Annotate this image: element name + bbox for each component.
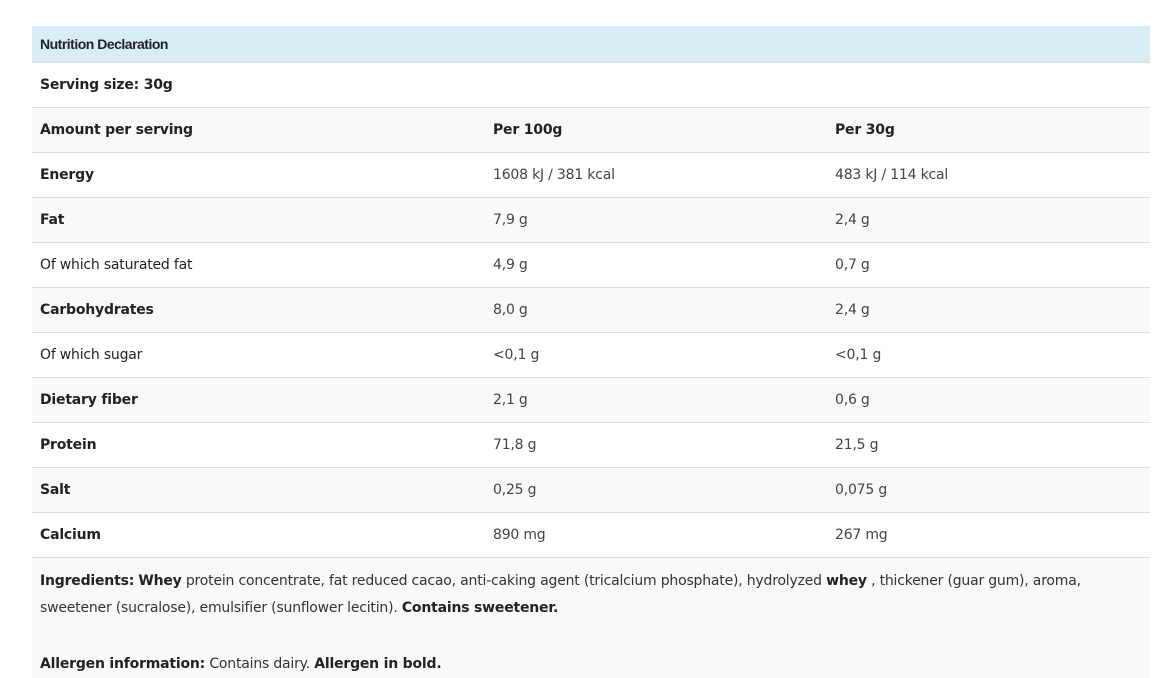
ingredients-part: , thickener (guar gum), aroma, sweetener… bbox=[40, 573, 1081, 616]
table-row: Of which saturated fat 4,9 g 0,7 g bbox=[32, 242, 1150, 288]
nutrient-name: Calcium bbox=[32, 512, 485, 558]
value-per100: 71,8 g bbox=[485, 422, 827, 468]
table-row: Protein 71,8 g 21,5 g bbox=[32, 422, 1150, 468]
column-header-row: Amount per serving Per 100g Per 30g bbox=[32, 107, 1150, 153]
nutrient-name: Of which saturated fat bbox=[32, 242, 485, 288]
ingredients-text: Ingredients: Whey protein concentrate, f… bbox=[40, 568, 1142, 622]
ingredient-allergen: whey bbox=[826, 573, 867, 589]
nutrient-name: Dietary fiber bbox=[32, 377, 485, 423]
value-per100: 1608 kJ / 381 kcal bbox=[485, 152, 827, 198]
value-per30: 0,7 g bbox=[827, 242, 1150, 288]
table-title-row: Nutrition Declaration bbox=[32, 26, 1150, 63]
value-per100: 7,9 g bbox=[485, 197, 827, 243]
sweetener-note: Contains sweetener. bbox=[401, 600, 559, 616]
serving-size-row: Serving size: 30g bbox=[32, 62, 1150, 108]
allergen-info: Allergen information: Contains dairy. Al… bbox=[40, 651, 1142, 678]
value-per30: <0,1 g bbox=[827, 332, 1150, 378]
allergen-note: Allergen in bold. bbox=[314, 656, 442, 672]
table-row: Fat 7,9 g 2,4 g bbox=[32, 197, 1150, 243]
nutrition-panel: Nutrition Declaration Serving size: 30g … bbox=[32, 26, 1150, 678]
nutrient-name: Fat bbox=[32, 197, 485, 243]
table-row: Calcium 890 mg 267 mg bbox=[32, 512, 1150, 558]
value-per30: 0,075 g bbox=[827, 467, 1150, 513]
table-row: Energy 1608 kJ / 381 kcal 483 kJ / 114 kca… bbox=[32, 152, 1150, 198]
table-row: Dietary fiber 2,1 g 0,6 g bbox=[32, 377, 1150, 423]
nutrient-name: Carbohydrates bbox=[32, 287, 485, 333]
nutrient-name: Energy bbox=[32, 152, 485, 198]
nutrient-name: Of which sugar bbox=[32, 332, 485, 378]
value-per30: 2,4 g bbox=[827, 287, 1150, 333]
table-row: Of which sugar <0,1 g <0,1 g bbox=[32, 332, 1150, 378]
column-header-amount: Amount per serving bbox=[32, 107, 485, 153]
value-per30: 483 kJ / 114 kcal bbox=[827, 152, 1150, 198]
value-per30: 2,4 g bbox=[827, 197, 1150, 243]
nutrient-name: Protein bbox=[32, 422, 485, 468]
nutrition-table: Nutrition Declaration Serving size: 30g … bbox=[32, 26, 1150, 558]
table-row: Salt 0,25 g 0,075 g bbox=[32, 467, 1150, 513]
ingredients-part: protein concentrate, fat reduced cacao, … bbox=[181, 573, 827, 589]
ingredients-label: Ingredients: bbox=[40, 573, 135, 589]
value-per100: 0,25 g bbox=[485, 467, 827, 513]
value-per100: 8,0 g bbox=[485, 287, 827, 333]
table-row: Carbohydrates 8,0 g 2,4 g bbox=[32, 287, 1150, 333]
value-per30: 21,5 g bbox=[827, 422, 1150, 468]
ingredient-allergen: Whey bbox=[138, 573, 182, 589]
allergen-label: Allergen information: bbox=[40, 656, 206, 672]
value-per100: 2,1 g bbox=[485, 377, 827, 423]
nutrient-name: Salt bbox=[32, 467, 485, 513]
value-per100: 890 mg bbox=[485, 512, 827, 558]
serving-size: Serving size: 30g bbox=[32, 62, 1150, 108]
allergen-text: Contains dairy. bbox=[205, 656, 315, 672]
ingredients-section: Ingredients: Whey protein concentrate, f… bbox=[32, 558, 1150, 678]
column-header-per100: Per 100g bbox=[485, 107, 827, 153]
table-title: Nutrition Declaration bbox=[32, 26, 1150, 63]
value-per100: 4,9 g bbox=[485, 242, 827, 288]
column-header-per30: Per 30g bbox=[827, 107, 1150, 153]
value-per30: 267 mg bbox=[827, 512, 1150, 558]
value-per100: <0,1 g bbox=[485, 332, 827, 378]
value-per30: 0,6 g bbox=[827, 377, 1150, 423]
